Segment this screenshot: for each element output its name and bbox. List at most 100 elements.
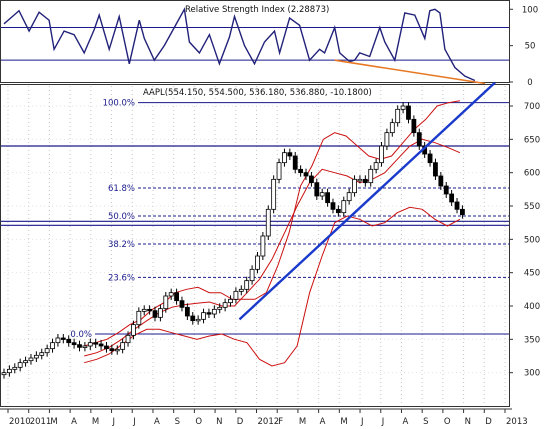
candle-body	[454, 201, 460, 210]
x-axis: 2010 2011 M A M J J A S O N D 2012 F M A M J J A S O N D 2013	[0, 408, 528, 427]
candle-body	[141, 308, 147, 312]
candle-body	[309, 175, 314, 184]
price-tick-label: 650	[524, 135, 540, 145]
price-title: AAPL(554.150, 554.500, 536.180, 536.880,…	[143, 88, 372, 98]
rsi-title: Relative Strength Index (2.28873)	[185, 5, 329, 15]
candle-body	[395, 108, 401, 124]
x-tick-label: J	[381, 417, 385, 427]
candle-body	[400, 105, 406, 110]
candle-body	[319, 192, 325, 197]
candle-body	[184, 306, 190, 317]
bollinger-upper-band	[84, 100, 460, 347]
candle-body	[228, 298, 233, 304]
candle-body	[341, 200, 347, 214]
price-candles	[1, 102, 465, 379]
price-pane-frame	[0, 84, 510, 407]
candle-body	[77, 344, 82, 348]
candle-body	[136, 310, 142, 326]
candle-body	[411, 118, 417, 134]
candle-body	[114, 348, 120, 352]
candle-body	[201, 312, 206, 320]
bollinger-lower-band	[84, 206, 461, 367]
x-tick-label: O	[444, 417, 451, 427]
rsi-y-axis: 100 50 0	[509, 5, 538, 88]
candle-body	[244, 280, 250, 290]
rsi-tick-label: 100	[522, 5, 538, 15]
price-y-axis: 700 650 600 550 500 450 400 350 300	[4, 102, 540, 379]
x-tick-label: F	[278, 417, 283, 427]
x-tick-label: J	[112, 417, 116, 427]
candle-body	[222, 302, 228, 308]
candle-body	[211, 308, 217, 315]
candle-body	[152, 310, 158, 318]
x-tick-label: 2012	[258, 417, 280, 427]
fibonacci-label: 61.8%	[108, 184, 135, 194]
candle-body	[93, 342, 99, 345]
x-tick-label: A	[154, 417, 160, 427]
candle-body	[260, 235, 266, 257]
candle-body	[330, 202, 336, 210]
candle-body	[406, 105, 411, 120]
x-tick-label: N	[216, 417, 222, 427]
candle-body	[158, 308, 163, 318]
candle-body	[44, 348, 50, 354]
candle-body	[98, 343, 104, 347]
candle-body	[238, 288, 244, 292]
x-tick-label: D	[485, 417, 492, 427]
candle-body	[282, 152, 287, 164]
price-tick-label: 450	[524, 269, 540, 279]
candle-body	[346, 192, 352, 202]
candle-body	[125, 334, 131, 344]
candle-body	[50, 342, 55, 350]
candle-body	[314, 182, 320, 197]
candle-body	[443, 185, 449, 195]
candle-body	[255, 255, 260, 270]
candle-body	[217, 306, 223, 310]
candle-body	[433, 162, 438, 177]
candle-body	[174, 292, 179, 302]
candle-body	[271, 178, 277, 210]
x-tick-label: S	[175, 417, 180, 427]
fibonacci-label: 23.6%	[108, 273, 135, 283]
candle-body	[71, 342, 77, 346]
x-tick-label: A	[71, 417, 77, 427]
candle-body	[379, 145, 384, 164]
candle-body	[287, 152, 293, 157]
x-tick-label: A	[402, 417, 408, 427]
x-tick-label: J	[360, 417, 364, 427]
fibonacci-label: 38.2%	[108, 240, 135, 250]
trendline	[238, 81, 496, 321]
candle-body	[335, 208, 341, 214]
x-tick-label: 2011	[30, 417, 52, 427]
price-tick-label: 400	[524, 302, 540, 312]
candle-body	[389, 122, 395, 134]
x-tick-label: D	[237, 417, 244, 427]
candle-body	[325, 192, 330, 204]
candle-body	[168, 292, 174, 297]
candle-body	[104, 345, 109, 350]
candle-body	[12, 366, 18, 370]
candle-body	[147, 308, 153, 312]
x-tick-label: O	[195, 417, 202, 427]
candle-body	[39, 352, 45, 356]
price-tick-label: 300	[524, 369, 540, 379]
candle-body	[357, 178, 363, 182]
candle-body	[23, 360, 28, 364]
fibonacci-label: 100.0%	[103, 99, 135, 109]
bollinger-bands	[84, 100, 461, 367]
candle-body	[265, 208, 271, 237]
x-tick-label: A	[320, 417, 326, 427]
x-tick-label: M	[92, 417, 99, 427]
rsi-series-group	[3, 7, 486, 85]
candle-body	[416, 132, 422, 147]
trendline-group	[238, 81, 496, 321]
rsi-tick-label: 0	[527, 78, 532, 88]
rsi-divergence-line	[334, 59, 486, 85]
candle-body	[362, 178, 368, 184]
candle-body	[6, 368, 12, 374]
candle-body	[276, 162, 282, 180]
candle-body	[438, 175, 444, 187]
candle-body	[109, 348, 115, 352]
candle-body	[17, 362, 23, 368]
